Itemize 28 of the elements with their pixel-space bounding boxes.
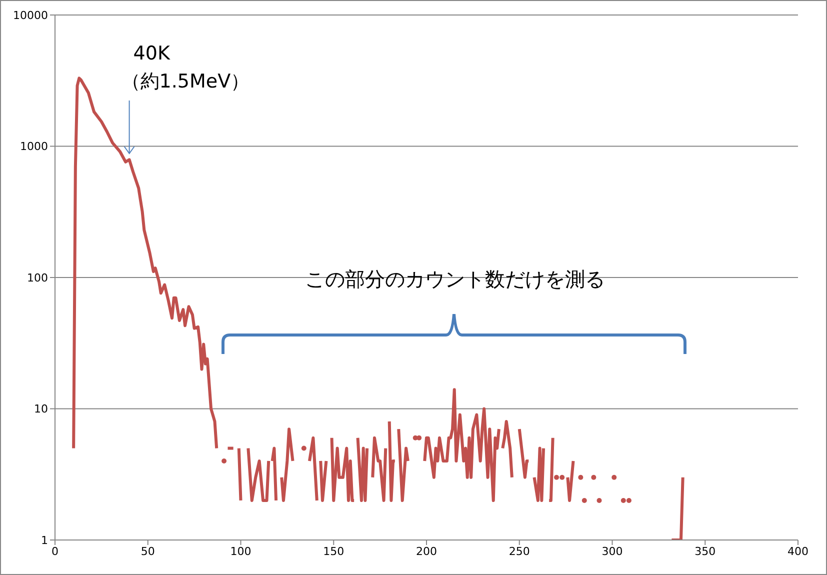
x-tick-label: 200 (416, 544, 437, 558)
point (554, 474, 560, 480)
x-tick-label: 0 (52, 544, 58, 558)
y-tick-label: 1 (41, 534, 48, 547)
x-tick-label: 300 (602, 544, 623, 558)
y-tick-label: 10 (34, 402, 48, 416)
point (416, 435, 422, 440)
x-tick-label: 250 (508, 544, 530, 558)
point (222, 458, 227, 464)
x-tick-label: 350 (694, 544, 716, 558)
point (582, 498, 587, 503)
point (591, 474, 596, 480)
annotation: 40K （約1.5MeV） (121, 42, 250, 93)
point (301, 446, 306, 451)
y-tick-label: 1000 (20, 140, 48, 154)
point (620, 498, 626, 503)
y-tick-label: 10000 (13, 8, 48, 22)
point (626, 498, 632, 503)
annotation: この部分のカウント数だけを測る (304, 266, 606, 293)
point (578, 474, 584, 480)
point (560, 474, 565, 480)
y-tick-label: 100 (27, 271, 48, 284)
x-tick-label: 150 (323, 544, 344, 558)
point (612, 474, 617, 480)
x-tick-label: 50 (140, 544, 155, 558)
x-tick-label: 100 (230, 544, 252, 558)
point (596, 498, 602, 503)
x-tick-label: 400 (788, 544, 808, 558)
